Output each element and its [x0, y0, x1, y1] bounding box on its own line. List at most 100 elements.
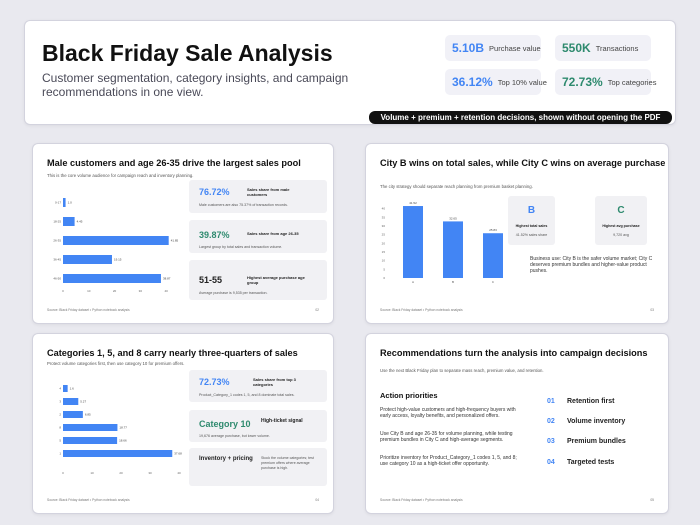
y-tick-label: 8: [59, 426, 61, 430]
recommendation-text: Volume inventory: [567, 418, 626, 425]
data-label: 38.87: [163, 277, 171, 281]
slide-city[interactable]: City B wins on total sales, while City C…: [365, 143, 669, 324]
slide-page-number: 04: [315, 498, 319, 502]
city-sales-bar-chart: 0 5 10 15 20 25 30 35 40 41.52 A 32.65 B 25.83 C: [382, 201, 503, 284]
stat-value: 76.72%: [199, 187, 230, 197]
age-sales-bar-chart: 0 10 20 30 40 0-17 1.0 18-25 4.45 26-35 41.85 36-45…: [53, 198, 179, 293]
bar: [483, 233, 503, 278]
city-card-value: B: [527, 205, 536, 216]
slide-title: Categories 1, 5, and 8 carry nearly thre…: [47, 348, 298, 358]
data-label: 4.45: [77, 220, 83, 224]
x-tick-label: 10: [90, 471, 94, 475]
y-tick-label: 4: [59, 387, 61, 391]
summary-banner: Volume + premium + retention decisions, …: [369, 111, 672, 124]
x-tick-label: B: [452, 280, 454, 284]
x-tick-label: A: [412, 280, 414, 284]
x-tick-label: 0: [62, 289, 64, 293]
data-label: 19.15: [114, 258, 122, 262]
stat-desc: 19,676 average purchase, but lower volum…: [199, 434, 270, 438]
x-tick-label: 20: [113, 289, 117, 293]
y-tick-label: 5: [383, 267, 385, 271]
data-label: 18.66: [119, 439, 127, 443]
x-tick-label: 0: [62, 471, 64, 475]
city-card-label: Highest avg purchase: [602, 224, 640, 228]
kpi-label: Transactions: [595, 43, 639, 53]
y-tick-label: 0: [383, 276, 385, 280]
city-card-desc: 9,720 avg: [613, 233, 629, 237]
slide-page-number: 05: [650, 498, 654, 502]
y-tick-label: 36-45: [53, 258, 61, 262]
y-tick-label: 30: [382, 224, 386, 228]
slide-page-number: 02: [315, 308, 319, 312]
slide-title: Recommendations turn the analysis into c…: [380, 348, 648, 358]
bar: [63, 255, 112, 264]
stat-value: 39.87%: [199, 230, 230, 240]
x-tick-label: 20: [119, 471, 123, 475]
y-tick-label: 40: [382, 207, 386, 211]
bar: [63, 198, 66, 207]
city-card-total-sales: B Highest total sales 41.52% sales share: [508, 196, 555, 245]
data-label: 1.0: [68, 201, 73, 205]
city-card-avg-purchase: C Highest avg purchase 9,720 avg: [595, 196, 647, 245]
stat-desc: Male customers are also 75.37% of transa…: [199, 203, 288, 207]
y-tick-label: 46-50: [53, 277, 61, 281]
recommendation-text: Premium bundles: [567, 438, 626, 445]
x-tick-label: 30: [139, 289, 143, 293]
y-tick-label: 26-35: [53, 239, 61, 243]
slide-male-age[interactable]: Male customers and age 26-35 drive the l…: [32, 143, 334, 324]
kpi-label: Purchase value: [489, 43, 541, 53]
recommendation-item: 04 Targeted tests: [547, 459, 614, 466]
recommendation-item: 03 Premium bundles: [547, 438, 626, 445]
slide-recommendations[interactable]: Recommendations turn the analysis into c…: [365, 333, 669, 514]
y-tick-label: 18-25: [53, 220, 61, 224]
stat-value: Inventory + pricing: [199, 456, 253, 462]
data-label: 6.85: [85, 413, 91, 417]
stat-value: 51-55: [199, 275, 223, 285]
kpi-top-10-value: 36.12% Top 10% value: [445, 69, 547, 95]
data-label: 41.85: [171, 239, 179, 243]
stat-label: Sales share from age 26-35: [247, 231, 299, 236]
priority-item: Prioritize inventory for Product_Categor…: [380, 455, 517, 467]
stat-age-share: 39.87% Sales share from age 26-35 Larges…: [189, 220, 327, 253]
stat-desc: Largest group by total sales and transac…: [199, 245, 283, 249]
page-subtitle: Customer segmentation, category insights…: [42, 71, 349, 99]
y-tick-label: 20: [382, 241, 386, 245]
bar: [63, 236, 169, 245]
kpi-purchase-value: 5.10B Purchase value: [445, 35, 541, 61]
kpi-value: 72.73%: [562, 75, 603, 89]
bar: [403, 206, 423, 278]
kpi-label: Top categories: [607, 77, 657, 87]
stat-label: Sales share from top 3 categories: [253, 377, 296, 387]
kpi-value: 550K: [562, 41, 591, 55]
bar: [63, 385, 68, 392]
x-tick-label: C: [492, 280, 495, 284]
y-tick-label: 35: [382, 215, 386, 219]
slide-subtitle: This is the core volume audience for cam…: [47, 173, 194, 178]
stat-top3-share: 72.73% Sales share from top 3 categories…: [189, 370, 327, 402]
stat-category-10: Category 10 High-ticket signal 19,676 av…: [189, 410, 327, 442]
data-label: 5.27: [80, 400, 86, 404]
kpi-label: Top 10% value: [497, 77, 547, 87]
x-tick-label: 30: [148, 471, 152, 475]
data-label: 37.68: [174, 452, 182, 456]
slide-source: Source: Black Friday dataset • Python no…: [380, 498, 463, 502]
stat-label: Sales share from male customers: [247, 187, 290, 197]
slide-title: Male customers and age 26-35 drive the l…: [47, 158, 301, 168]
stat-desc: Average purchase is 9,535 per transactio…: [199, 291, 268, 295]
slide-categories[interactable]: Categories 1, 5, and 8 carry nearly thre…: [32, 333, 334, 514]
slide-source: Source: Black Friday dataset • Python no…: [380, 308, 463, 312]
kpi-value: 36.12%: [452, 75, 493, 89]
data-label: 18.77: [119, 426, 127, 430]
slide-subtitle: Use the next Black Friday plan to separa…: [380, 368, 544, 373]
y-tick-label: 3: [59, 400, 61, 404]
y-tick-label: 15: [382, 250, 386, 254]
category-sales-bar-chart: 0 10 20 30 40 4 1.6 3 5.27 2 6.85 8 18.77 5 18.66 1 37.6…: [59, 385, 182, 475]
bar: [63, 450, 173, 457]
y-tick-label: 1: [59, 452, 61, 456]
data-label: 25.83: [489, 228, 497, 232]
bar: [443, 221, 463, 278]
recommendation-text: Targeted tests: [567, 459, 615, 466]
recommendation-number: 04: [547, 459, 555, 466]
recommendation-item: 02 Volume inventory: [547, 418, 625, 425]
stat-label: High-ticket signal: [261, 418, 303, 424]
